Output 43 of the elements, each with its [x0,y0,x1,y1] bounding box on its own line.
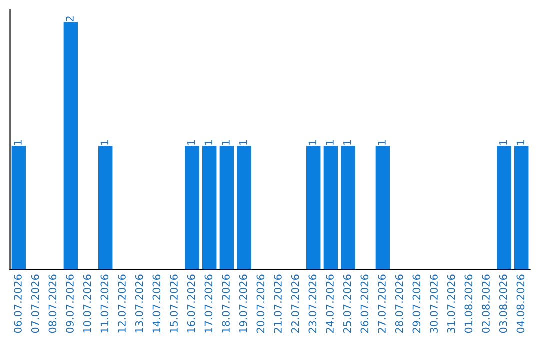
x-tick-label: 29.07.2026 [412,274,421,334]
x-tick-label: 15.07.2026 [170,274,178,333]
data-label: 1 [222,140,230,145]
x-tick-label: 04.08.2026 [516,274,525,334]
x-tick-label: 16.07.2026 [187,274,196,333]
x-tick-label: 23.07.2026 [308,274,317,334]
x-tick-label: 07.07.2026 [31,274,40,334]
data-label: 1 [378,140,386,145]
x-tick-label: 19.07.2026 [239,274,248,333]
data-label: 1 [14,140,22,145]
x-tick-label: 18.07.2026 [222,274,230,333]
x-tick-label: 21.07.2026 [274,274,282,334]
data-label: 1 [204,140,212,145]
x-tick-label: 25.07.2026 [343,274,352,334]
x-tick-label: 26.07.2026 [360,274,369,334]
x-tick-label: 31.07.2026 [447,274,456,333]
x-tick-label: 12.07.2026 [118,274,126,333]
x-tick-label: 24.07.2026 [326,274,334,334]
x-tick-label: 28.07.2026 [395,274,404,334]
x-tick-label: 08.07.2026 [48,274,57,334]
data-label: 1 [100,140,108,145]
x-tick-label: 20.07.2026 [256,274,265,334]
x-tick-label: 13.07.2026 [135,274,144,333]
x-tick-label: 06.07.2026 [14,274,22,334]
data-label: 1 [516,140,524,145]
data-label: 1 [326,140,334,145]
data-label: 1 [308,140,316,145]
x-tick-label: 01.08.2026 [464,274,473,334]
data-label: 2 [66,16,74,22]
x-tick-label: 30.07.2026 [430,274,438,333]
data-label: 1 [240,140,248,145]
x-tick-label: 03.08.2026 [499,274,508,334]
x-tick-label: 09.07.2026 [66,274,74,334]
x-tick-label: 11.07.2026 [100,274,109,333]
x-tick-label: 02.08.2026 [482,274,490,334]
x-tick-label: 10.07.2026 [83,274,92,333]
x-tick-label: 27.07.2026 [378,274,386,334]
x-tick-label: 17.07.2026 [204,274,213,333]
x-tick-label: 14.07.2026 [152,274,161,333]
data-label: 1 [500,140,508,145]
data-label: 1 [344,140,352,145]
x-tick-label: 22.07.2026 [291,274,300,334]
data-label: 1 [188,140,196,145]
